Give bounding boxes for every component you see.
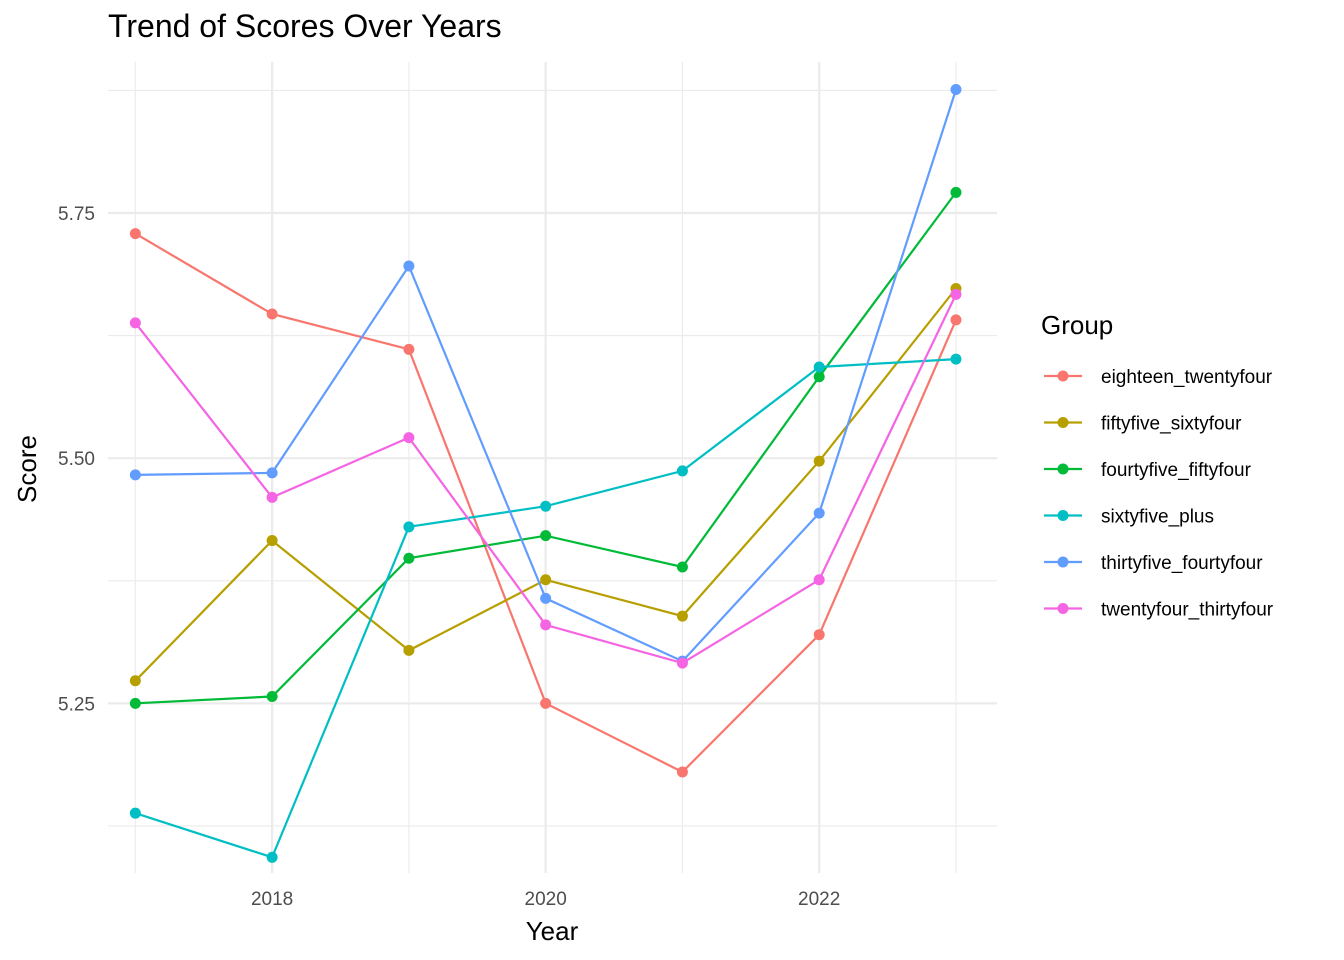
y-tick-label: 5.50 (58, 449, 95, 470)
data-point (540, 619, 552, 631)
data-point (266, 308, 278, 320)
data-point (129, 228, 141, 240)
data-point (950, 288, 962, 300)
data-point (676, 657, 688, 669)
legend: Group eighteen_twentyfour fiftyfive_sixty… (1041, 310, 1274, 621)
y-tick-labels: 5.25 5.50 5.75 (58, 204, 95, 715)
data-point (266, 690, 278, 702)
legend-label: thirtyfive_fourtyfour (1101, 553, 1263, 574)
data-point (129, 317, 141, 329)
series-sixtyfive_plus (129, 353, 962, 863)
data-point (403, 644, 415, 656)
data-point (950, 83, 962, 95)
data-point (950, 186, 962, 198)
data-point (676, 766, 688, 778)
legend-label: fiftyfive_sixtyfour (1101, 414, 1242, 435)
data-point (266, 851, 278, 863)
data-point (129, 697, 141, 709)
data-point (813, 507, 825, 519)
data-point (540, 500, 552, 512)
series-fiftyfive_sixtyfour (129, 283, 962, 687)
grid-major (108, 62, 997, 873)
legend-key-point (1057, 370, 1069, 382)
grid-minor (108, 62, 997, 873)
data-point (950, 314, 962, 326)
x-tick-labels: 2018 2020 2022 (251, 889, 840, 910)
legend-key-point (1057, 510, 1069, 521)
data-point (403, 521, 415, 533)
data-point (676, 561, 688, 573)
data-point (403, 260, 415, 272)
x-tick-label: 2020 (525, 889, 567, 910)
legend-item-sixtyfive_plus: sixtyfive_plus (1044, 507, 1214, 528)
data-point (813, 574, 825, 586)
legend-item-thirtyfive_fourtyfour: thirtyfive_fourtyfour (1044, 553, 1263, 574)
legend-label: fourtyfive_fiftyfour (1101, 460, 1252, 481)
data-point (129, 807, 141, 819)
legend-label: twentyfour_thirtyfour (1101, 600, 1274, 621)
y-tick-label: 5.75 (58, 204, 95, 225)
legend-key-point (1057, 603, 1069, 614)
data-point (813, 361, 825, 373)
data-point (540, 592, 552, 604)
legend-key-point (1057, 417, 1069, 428)
data-point (813, 371, 825, 383)
data-point (676, 610, 688, 622)
data-point (813, 629, 825, 641)
x-axis-title: Year (526, 916, 579, 946)
chart-title: Trend of Scores Over Years (108, 8, 502, 44)
data-point (266, 467, 278, 479)
legend-label: eighteen_twentyfour (1101, 367, 1273, 388)
data-point (540, 697, 552, 709)
data-point (676, 465, 688, 477)
y-axis-title: Score (12, 435, 42, 503)
x-tick-label: 2022 (798, 889, 840, 910)
data-point (403, 432, 415, 444)
y-tick-label: 5.25 (58, 694, 95, 715)
legend-key-point (1057, 463, 1069, 475)
legend-title: Group (1041, 310, 1113, 340)
series-fourtyfive_fiftyfour (129, 186, 962, 709)
data-point (129, 469, 141, 481)
series-twentyfour_thirtyfour (129, 288, 962, 669)
data-point (266, 491, 278, 503)
data-point (813, 455, 825, 467)
data-point (403, 552, 415, 564)
data-point (129, 675, 141, 687)
series-layer (129, 83, 962, 863)
data-point (266, 535, 278, 547)
x-tick-label: 2018 (251, 889, 293, 910)
data-point (950, 353, 962, 365)
legend-key-point (1057, 556, 1069, 568)
legend-item-fourtyfive_fiftyfour: fourtyfive_fiftyfour (1044, 460, 1252, 481)
legend-item-eighteen_twentyfour: eighteen_twentyfour (1044, 367, 1273, 388)
data-point (403, 343, 415, 355)
legend-label: sixtyfive_plus (1101, 507, 1214, 528)
legend-item-twentyfour_thirtyfour: twentyfour_thirtyfour (1044, 600, 1274, 621)
legend-item-fiftyfive_sixtyfour: fiftyfive_sixtyfour (1044, 414, 1242, 435)
data-point (540, 530, 552, 542)
series-eighteen_twentyfour (129, 228, 962, 778)
data-point (540, 574, 552, 586)
